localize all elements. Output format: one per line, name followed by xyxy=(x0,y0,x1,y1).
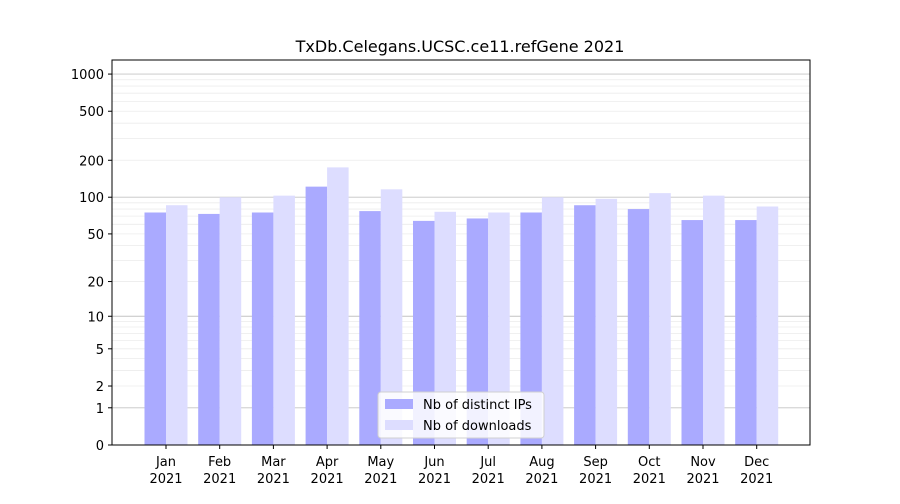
bar-downloads xyxy=(273,195,295,445)
x-tick-label: Aug xyxy=(529,455,554,470)
bar-distinct-ips xyxy=(198,213,220,445)
y-tick-label: 20 xyxy=(87,276,104,291)
bar-downloads xyxy=(380,189,403,445)
y-tick-label: 500 xyxy=(79,105,104,120)
x-tick-label-year: 2021 xyxy=(149,472,182,487)
x-tick-label: Feb xyxy=(208,455,231,470)
bars-layer xyxy=(144,167,779,445)
bar-distinct-ips xyxy=(627,209,650,445)
bar-distinct-ips xyxy=(359,211,381,445)
legend-label: Nb of distinct IPs xyxy=(423,398,532,413)
bar-downloads xyxy=(541,197,564,445)
bar-downloads xyxy=(595,198,618,445)
bar-distinct-ips xyxy=(305,186,328,445)
x-tick-label: Nov xyxy=(690,455,716,470)
x-tick-label: Sep xyxy=(583,455,608,470)
bar-downloads xyxy=(434,211,456,445)
x-tick-label-year: 2021 xyxy=(579,472,612,487)
x-tick-label-year: 2021 xyxy=(525,472,558,487)
x-tick-label-year: 2021 xyxy=(740,472,773,487)
bar-distinct-ips xyxy=(574,205,596,445)
legend-box xyxy=(377,391,545,439)
bar-downloads xyxy=(756,206,779,445)
legend-label: Nb of downloads xyxy=(423,419,532,434)
x-tick-label-year: 2021 xyxy=(364,472,397,487)
bar-downloads xyxy=(488,212,510,445)
bar-distinct-ips xyxy=(520,212,542,445)
axes-layer: 0 1 2 5 10 20 50 100 200 500 1000 Jan 2021 Feb 2021 Mar… xyxy=(71,59,811,487)
x-tick-label: Jul xyxy=(479,455,496,470)
x-tick-label-year: 2021 xyxy=(686,472,719,487)
legend-swatch xyxy=(385,420,413,430)
y-tick-label: 10 xyxy=(87,310,104,325)
plot-frame xyxy=(111,59,811,446)
y-tick-label: 0 xyxy=(96,439,104,454)
y-tick-label: 1 xyxy=(96,402,104,417)
y-tick-label: 50 xyxy=(87,228,104,243)
x-tick-label: Mar xyxy=(261,455,286,470)
x-tick-label-year: 2021 xyxy=(472,472,505,487)
bar-distinct-ips xyxy=(735,220,757,445)
y-tick-label: 2 xyxy=(96,380,104,395)
y-tick-label: 5 xyxy=(96,343,104,358)
y-tick-label: 100 xyxy=(79,191,104,206)
x-tick-label-year: 2021 xyxy=(257,472,290,487)
x-tick-label: Apr xyxy=(316,455,339,470)
x-tick-label: Jan xyxy=(155,455,176,470)
chart-title: TxDb.Celegans.UCSC.ce11.refGene 2021 xyxy=(295,37,625,56)
bar-distinct-ips xyxy=(413,220,435,445)
legend: Nb of distinct IPs Nb of downloads xyxy=(377,391,545,439)
x-tick-label: Oct xyxy=(638,455,660,470)
x-tick-label-year: 2021 xyxy=(418,472,451,487)
legend-swatch xyxy=(385,399,413,409)
x-tick-label-year: 2021 xyxy=(203,472,236,487)
x-tick-label-year: 2021 xyxy=(633,472,666,487)
bar-distinct-ips xyxy=(681,220,703,445)
x-tick-label: Jun xyxy=(423,455,444,470)
bar-downloads xyxy=(327,167,349,445)
bar-downloads xyxy=(219,197,242,445)
y-tick-label: 200 xyxy=(79,154,104,169)
y-tick-label: 1000 xyxy=(71,68,104,83)
x-tick-label-year: 2021 xyxy=(311,472,344,487)
bar-downloads xyxy=(703,195,725,445)
x-tick-label: Dec xyxy=(744,455,769,470)
bar-downloads xyxy=(166,205,188,445)
bar-distinct-ips xyxy=(251,212,274,445)
bar-distinct-ips xyxy=(466,218,489,445)
bar-distinct-ips xyxy=(144,212,166,445)
bar-downloads xyxy=(649,193,671,445)
x-tick-label: May xyxy=(367,455,394,470)
